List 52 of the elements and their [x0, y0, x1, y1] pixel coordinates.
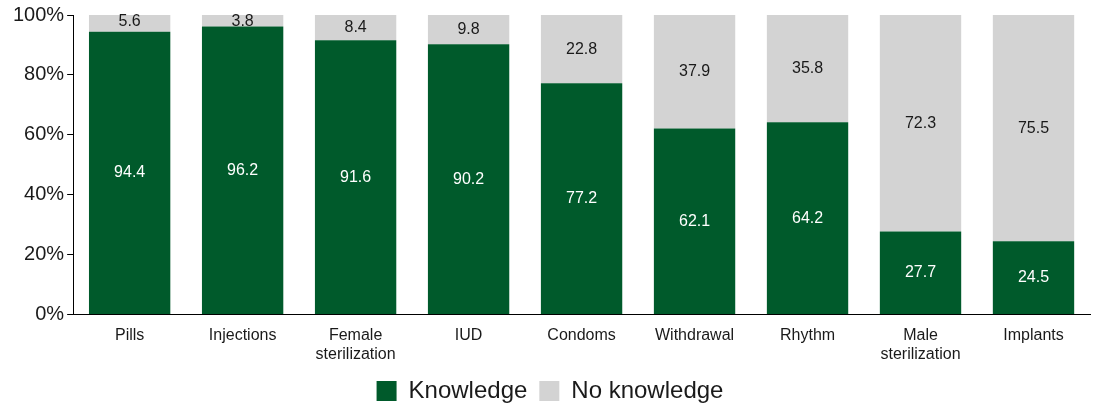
bar — [766, 15, 849, 123]
bar — [88, 31, 171, 315]
data-label: 22.8 — [566, 39, 598, 57]
bar — [992, 241, 1075, 315]
data-label: 8.4 — [344, 17, 367, 35]
bar — [766, 122, 849, 315]
data-label: 5.6 — [118, 12, 141, 30]
data-label: 62.1 — [678, 211, 711, 229]
data-label: 91.6 — [340, 167, 372, 185]
data-label: 3.8 — [231, 12, 254, 30]
legend-label: No knowledge — [571, 375, 724, 403]
legend-label: Knowledge — [408, 375, 528, 403]
bar — [427, 15, 510, 45]
x-tick-label: Condoms — [547, 325, 616, 343]
data-label: 72.3 — [904, 113, 937, 131]
x-tick-label: IUD — [454, 325, 483, 343]
bar — [427, 44, 510, 315]
y-tick-label: 60% — [24, 122, 65, 145]
data-label: 94.4 — [114, 163, 146, 181]
x-tick-label: Pills — [114, 325, 145, 343]
data-label: 64.2 — [791, 208, 824, 226]
bar — [879, 15, 962, 232]
x-tick-label: Female sterilization — [315, 325, 396, 362]
bar — [314, 15, 397, 41]
data-label: 75.5 — [1017, 118, 1050, 136]
data-label: 90.2 — [453, 169, 485, 187]
bar — [540, 15, 623, 84]
bar — [653, 128, 736, 315]
data-label: 35.8 — [791, 59, 824, 77]
bar — [314, 40, 397, 315]
data-label: 9.8 — [457, 20, 480, 38]
x-tick-label: Rhythm — [779, 325, 836, 343]
y-tick-label: 80% — [24, 62, 65, 85]
y-tick-label: 100% — [13, 2, 65, 25]
data-label: 27.7 — [904, 263, 937, 281]
bar — [653, 15, 736, 129]
bar — [879, 231, 962, 315]
data-label: 77.2 — [566, 189, 598, 207]
x-tick-label: Male sterilization — [880, 325, 961, 362]
bar — [88, 15, 171, 32]
data-label: 24.5 — [1017, 268, 1050, 286]
x-tick-label: Withdrawal — [654, 325, 735, 343]
bar — [540, 83, 623, 315]
bar — [201, 26, 284, 315]
bar — [992, 15, 1075, 242]
y-tick-label: 40% — [24, 182, 65, 205]
data-label: 37.9 — [678, 62, 711, 80]
y-tick-label: 20% — [24, 242, 65, 265]
x-tick-label: Injections — [208, 325, 277, 343]
data-label: 96.2 — [227, 160, 259, 178]
y-tick-label: 0% — [35, 302, 65, 325]
x-tick-label: Implants — [1003, 325, 1064, 343]
